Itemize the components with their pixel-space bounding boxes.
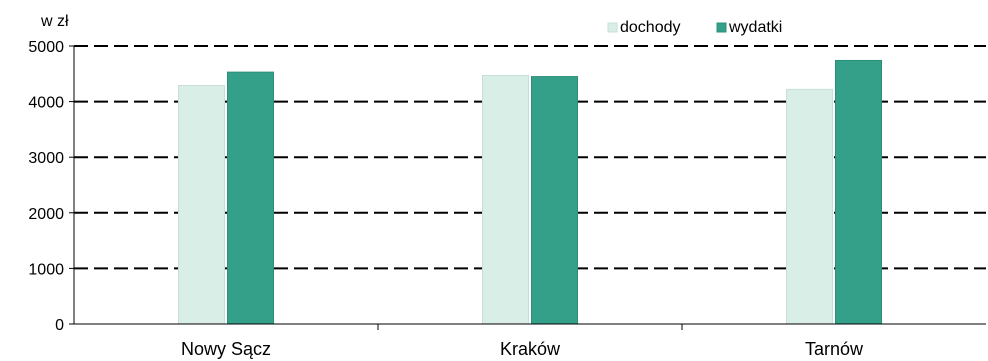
legend: dochody wydatki [598, 14, 820, 42]
bar-wydatki-0 [227, 71, 274, 325]
gridlines [74, 45, 986, 270]
x-tick-labels: Nowy Sącz Kraków Tarnów [181, 339, 864, 359]
axes [69, 45, 986, 330]
bar-dochody-1 [482, 74, 529, 325]
y-tick-label: 1000 [28, 261, 64, 278]
bar-dochody-2 [786, 88, 833, 325]
x-tick-label: Nowy Sącz [181, 339, 271, 359]
legend-swatch-wydatki [716, 22, 727, 33]
y-tick-label: 0 [55, 317, 64, 334]
y-tick-label: 2000 [28, 206, 64, 223]
legend-swatch-dochody [607, 22, 618, 33]
y-tick-label: 3000 [28, 150, 64, 167]
legend-background [598, 14, 820, 42]
y-tick-labels: 0 1000 2000 3000 4000 5000 [28, 39, 64, 334]
bar-wydatki-1 [531, 76, 578, 325]
x-tick-label: Tarnów [805, 339, 864, 359]
y-tick-label: 5000 [28, 39, 64, 56]
y-axis-unit-label: w zł [40, 13, 69, 30]
x-tick-label: Kraków [500, 339, 561, 359]
legend-label-wydatki: wydatki [728, 19, 782, 36]
bars [178, 59, 882, 325]
y-tick-label: 4000 [28, 95, 64, 112]
bar-dochody-0 [178, 84, 225, 325]
bar-wydatki-2 [835, 59, 882, 325]
legend-label-dochody: dochody [620, 19, 681, 36]
